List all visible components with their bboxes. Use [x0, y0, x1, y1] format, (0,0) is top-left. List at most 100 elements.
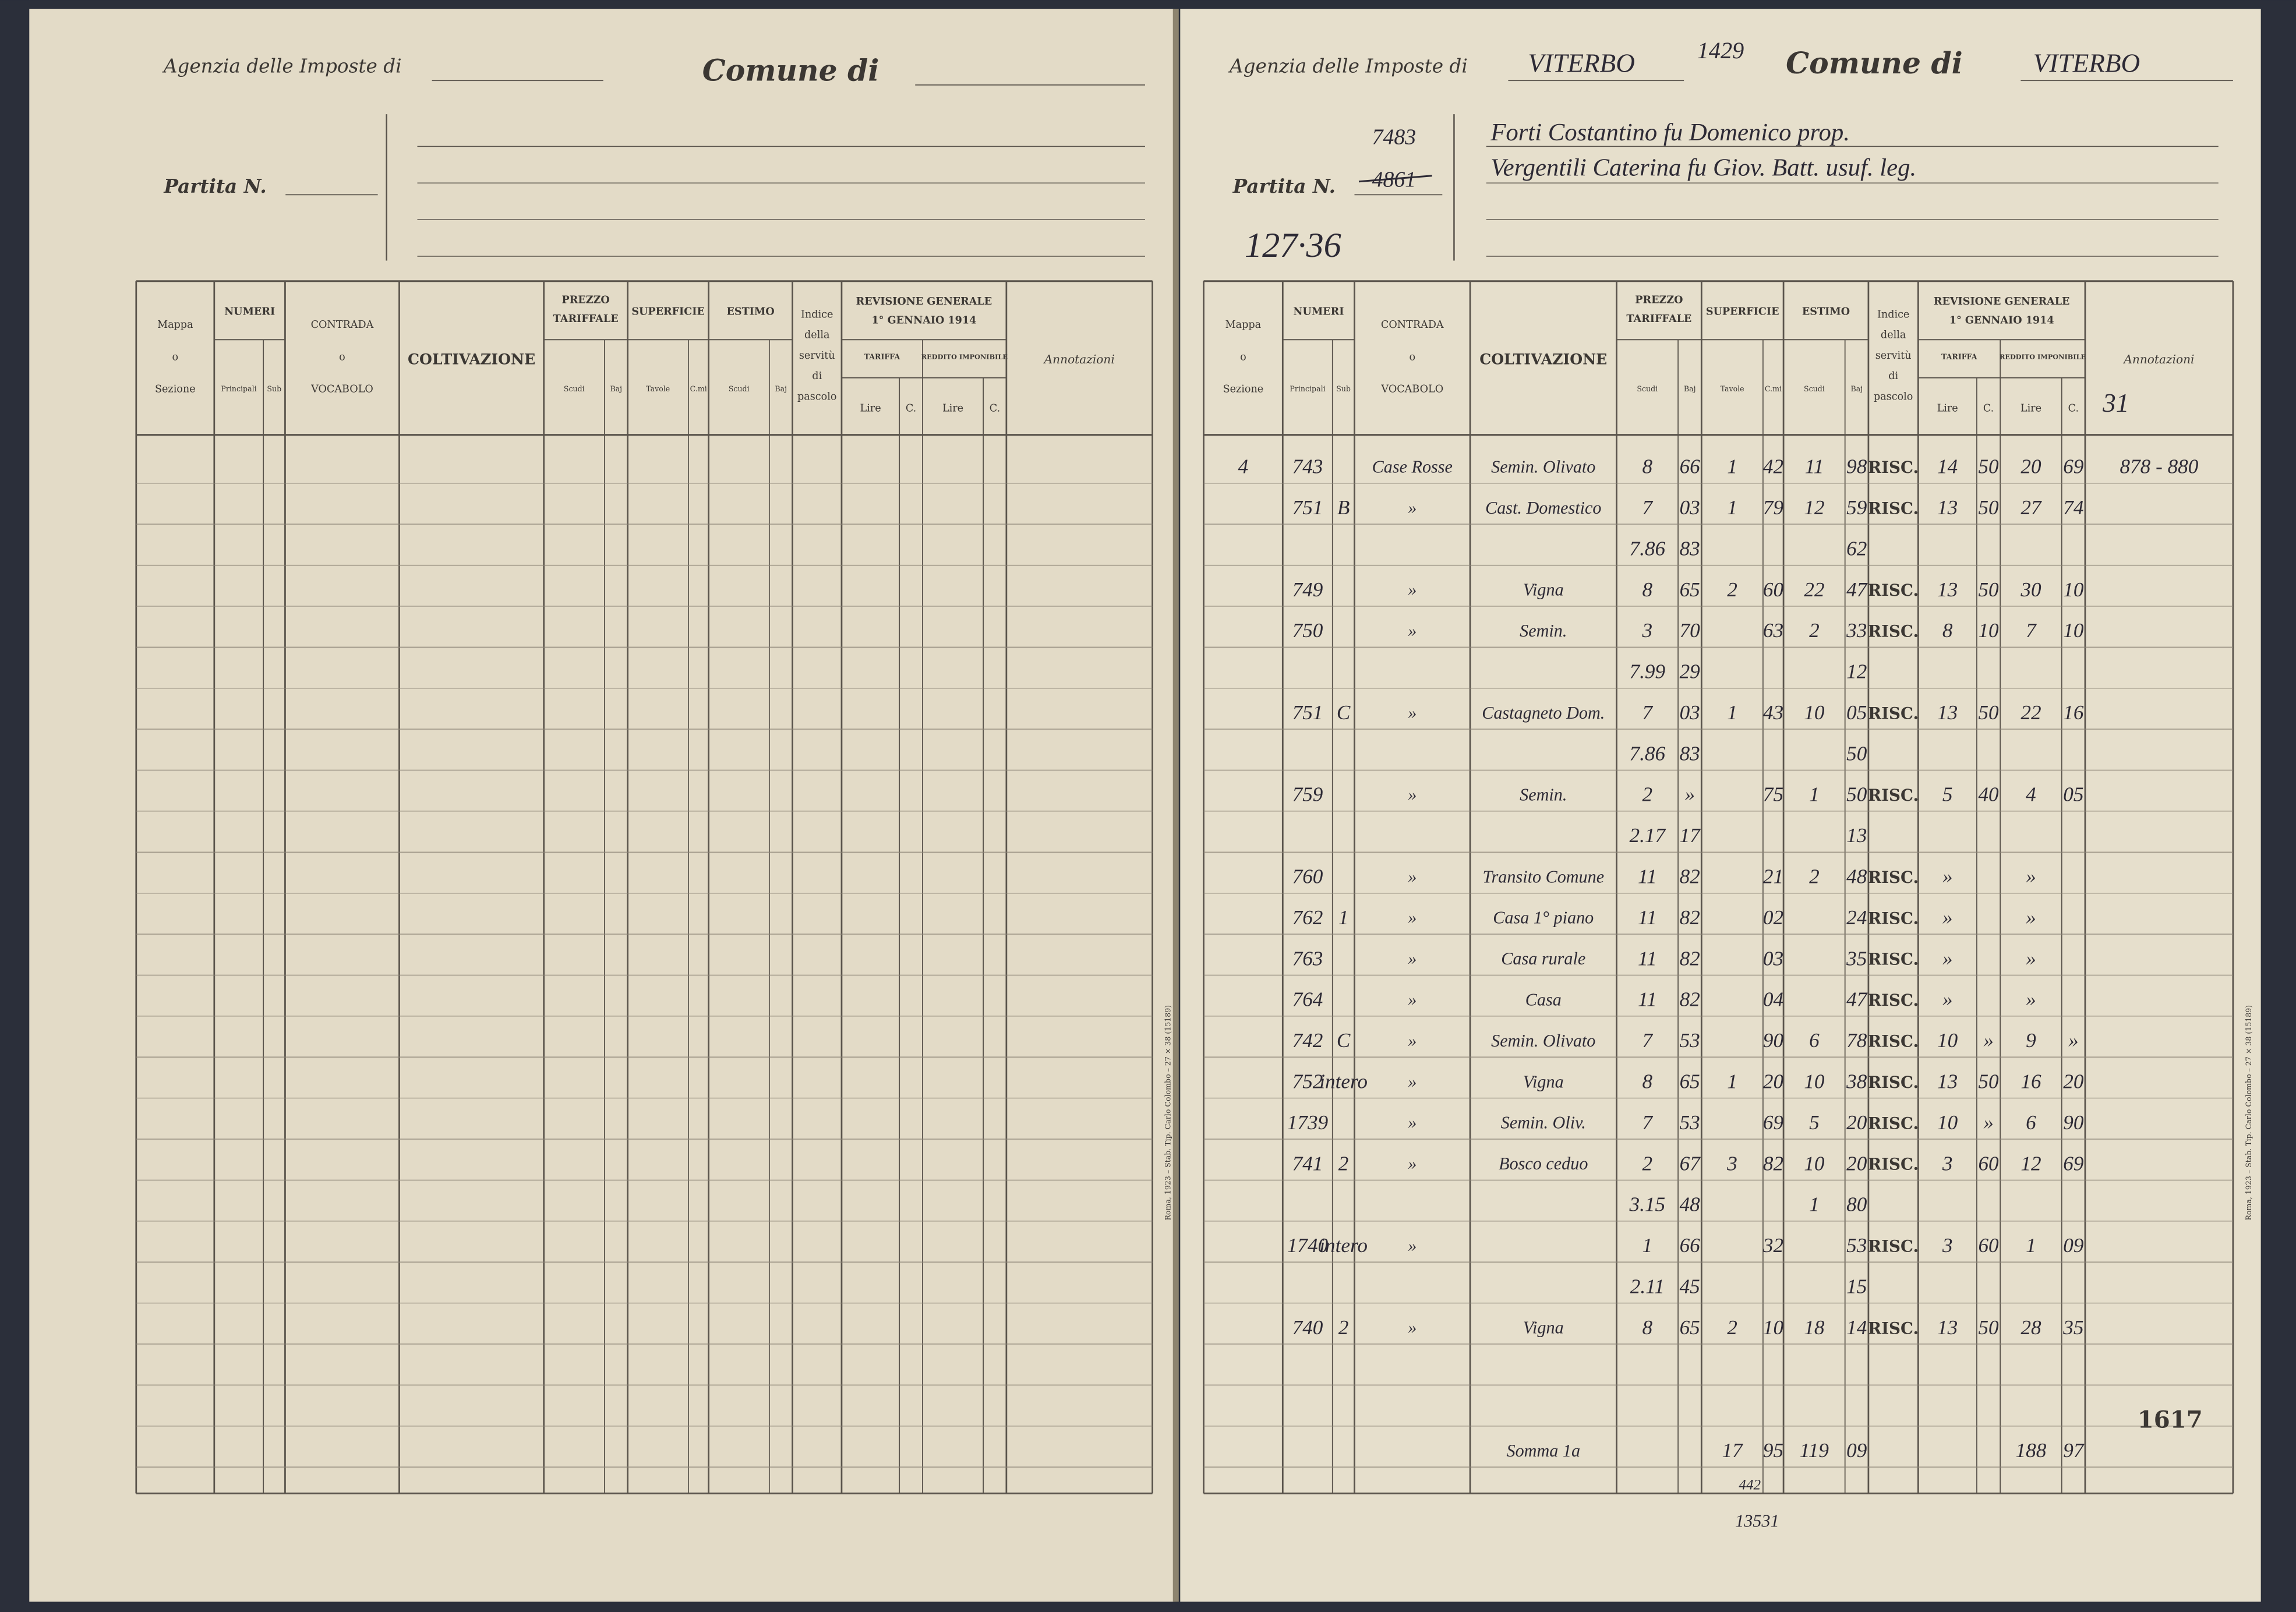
cell: 12 [1846, 660, 1867, 683]
cell: 02 [1763, 906, 1783, 929]
label: Scudi [564, 384, 585, 393]
cell: 90 [2063, 1111, 2084, 1134]
cell: 751 [1292, 701, 1323, 724]
cell: 05 [1846, 701, 1867, 724]
cell: » [2026, 906, 2036, 929]
cell: 83 [1680, 742, 1700, 765]
cell: 10 [1937, 1111, 1958, 1134]
cell: 33 [1846, 619, 1867, 642]
cell: 760 [1292, 865, 1323, 888]
label: 1° GENNAIO 1914 [871, 314, 976, 327]
cell: 13 [1937, 1070, 1958, 1093]
cell: 10 [1804, 1152, 1825, 1175]
label: Baj [610, 384, 622, 393]
cell: 05 [2063, 783, 2083, 806]
cell: 80 [1846, 1193, 1867, 1216]
cell: 21 [1763, 865, 1783, 888]
cell: 59 [1846, 496, 1867, 519]
cell: 15 [1846, 1275, 1867, 1298]
label: ESTIMO [727, 306, 775, 318]
cell: 48 [1680, 1193, 1701, 1216]
cell: 60 [1763, 578, 1784, 601]
page-number: 1617 [2138, 1406, 2203, 1434]
label: REVISIONE GENERALE [1934, 295, 2070, 307]
cell: 2 [1809, 865, 1820, 888]
cell: » [1408, 990, 1417, 1010]
risc-stamp: RISC. [1868, 1155, 1919, 1174]
label: Sezione [1223, 384, 1264, 395]
cell: 45 [1680, 1275, 1700, 1298]
label: TARIFFALE [1626, 313, 1691, 325]
cell: 30 [2020, 578, 2041, 601]
handwritten-agenzia: VITERBO [1528, 49, 1634, 78]
cell: 762 [1292, 906, 1323, 929]
label: o [1240, 351, 1246, 363]
label: Baj [775, 384, 787, 393]
cell: 1 [1642, 1234, 1652, 1257]
label: C. [1983, 402, 1994, 414]
cell: 10 [2063, 619, 2084, 642]
cell: 50 [1978, 1070, 1999, 1093]
cell: 60 [1978, 1152, 1999, 1175]
cell: » [1408, 621, 1417, 641]
cell: » [2026, 947, 2036, 970]
partita-label: Partita N. [163, 175, 266, 197]
cell: 1739 [1287, 1111, 1329, 1134]
cell: » [1408, 1113, 1417, 1133]
label: Principali [221, 384, 256, 393]
cell: 3 [1641, 619, 1652, 642]
label: SUPERFICIE [631, 306, 705, 318]
cell: Casa 1° piano [1493, 908, 1594, 928]
label: ESTIMO [1802, 306, 1850, 318]
cell: 50 [1978, 455, 1999, 478]
cell: 82 [1680, 947, 1700, 970]
comune-label: Comune di [1786, 46, 1963, 80]
cell: 03 [1680, 496, 1700, 519]
label: pascolo [797, 391, 836, 402]
below-note: 442 [1739, 1477, 1761, 1493]
cell: 50 [1978, 496, 1999, 519]
risc-stamp: RISC. [1868, 581, 1919, 600]
cell: C [1337, 1029, 1351, 1052]
partita-new: 7483 [1372, 125, 1416, 150]
agenzia-label: Agenzia delle Imposte di [1228, 55, 1468, 77]
cell: 743 [1292, 455, 1323, 478]
cell: 742 [1292, 1029, 1323, 1052]
imprint: Roma, 1923 – Stab. Tip. Carlo Colombo – … [2244, 1005, 2253, 1221]
cell: 14 [1846, 1316, 1867, 1339]
risc-stamp: RISC. [1868, 908, 1919, 928]
cell: 3.15 [1629, 1193, 1665, 1216]
cell: 8 [1942, 619, 1953, 642]
label: Indice [801, 309, 833, 321]
cell: 3 [1942, 1234, 1953, 1257]
cell: 9 [2026, 1029, 2036, 1052]
cell: 20 [1846, 1152, 1867, 1175]
risc-stamp: RISC. [1868, 991, 1919, 1010]
label: di [812, 370, 822, 382]
cell: 2.17 [1629, 824, 1666, 847]
cell: 79 [1763, 496, 1784, 519]
agenzia-label: Agenzia delle Imposte di [162, 55, 402, 77]
imprint: Roma, 1923 – Stab. Tip. Carlo Colombo – … [1164, 1005, 1172, 1221]
handwritten-number: 1429 [1697, 37, 1744, 63]
cell: » [1408, 1031, 1417, 1051]
cell: 1 [2026, 1234, 2036, 1257]
cell: 10 [1804, 701, 1825, 724]
label: VOCABOLO [1380, 384, 1443, 395]
risc-stamp: RISC. [1868, 1032, 1919, 1051]
cell: 50 [1846, 742, 1867, 765]
cell: 11 [1638, 906, 1657, 929]
label: Sub [1336, 384, 1351, 393]
cell: 18 [1804, 1316, 1825, 1339]
risc-stamp: RISC. [1868, 786, 1919, 805]
label: Scudi [1637, 384, 1658, 393]
cell: 12 [1804, 496, 1824, 519]
cell: 13 [1937, 578, 1958, 601]
risc-stamp: RISC. [1868, 458, 1919, 477]
cell: 1 [1727, 455, 1737, 478]
cell: 2 [1727, 578, 1737, 601]
cell: 28 [2021, 1316, 2041, 1339]
cell: » [1942, 906, 1953, 929]
cell: 16 [2021, 1070, 2041, 1093]
